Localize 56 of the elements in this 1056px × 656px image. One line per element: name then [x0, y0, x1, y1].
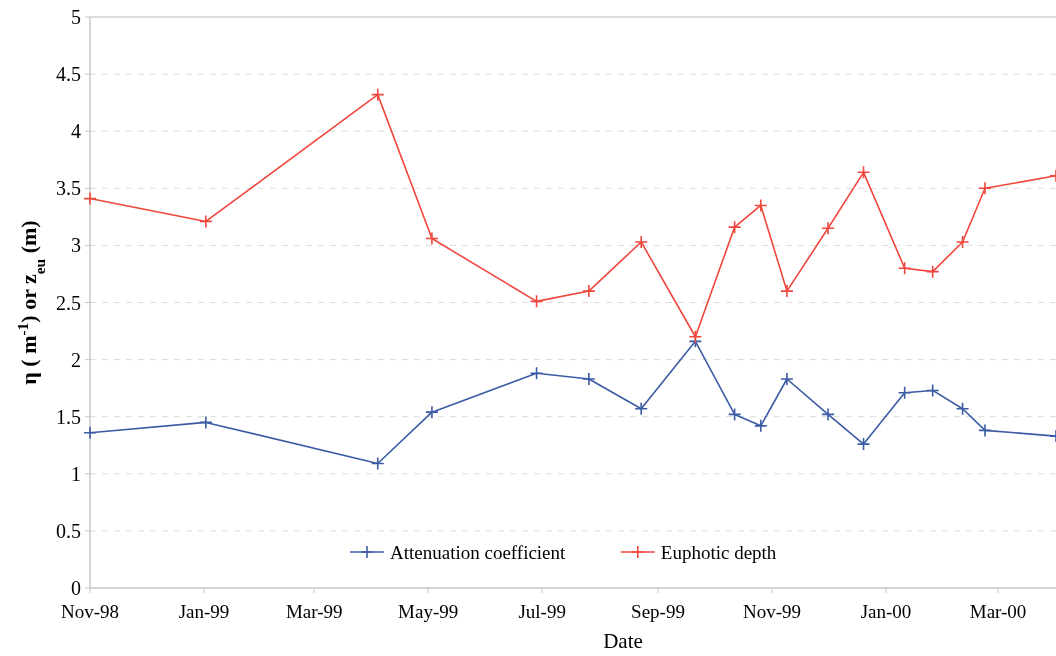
x-tick-label: Jan-00	[860, 601, 912, 622]
point	[925, 264, 940, 279]
point	[780, 284, 794, 298]
point	[199, 415, 213, 430]
point	[425, 405, 439, 419]
point	[727, 407, 742, 422]
point	[634, 235, 648, 249]
y-tick-label: 2	[71, 348, 81, 371]
point	[955, 235, 970, 249]
x-tick-label: Nov-99	[742, 601, 802, 622]
y-tick-label: 3.5	[56, 177, 81, 200]
point	[634, 401, 648, 416]
legend-label: Euphotic depth	[660, 541, 777, 563]
x-tick-label: May-99	[398, 601, 459, 622]
point	[978, 181, 992, 196]
point	[955, 401, 970, 416]
point	[199, 214, 213, 229]
y-tick-label: 4.5	[56, 63, 81, 86]
x-tick-label: Mar-00	[969, 601, 1027, 622]
point	[582, 372, 596, 386]
point	[897, 261, 912, 276]
x-tick-label: Mar-99	[285, 601, 343, 622]
y-tick-label: 4	[71, 120, 81, 143]
point	[753, 198, 768, 213]
y-tick-label: 0	[71, 577, 81, 599]
point	[370, 456, 385, 471]
point	[780, 372, 794, 386]
point	[370, 87, 385, 102]
point	[727, 220, 742, 234]
point	[529, 366, 544, 381]
point	[425, 231, 439, 246]
y-tick-label: 1	[71, 462, 81, 485]
legend-label: Attenuation coefficient	[390, 541, 567, 563]
x-tick-label: Jul-99	[518, 601, 566, 622]
point	[753, 419, 768, 433]
point	[83, 191, 97, 206]
point	[856, 437, 871, 451]
x-axis-title: Date	[603, 629, 643, 653]
point	[897, 385, 912, 400]
point	[688, 329, 703, 344]
y-tick-label: 5	[71, 6, 81, 28]
point	[529, 294, 544, 309]
x-tick-label: Sep-99	[631, 601, 685, 622]
x-tick-label: Jan-99	[178, 601, 230, 622]
point	[83, 425, 97, 440]
y-tick-label: 1.5	[56, 405, 81, 428]
point	[925, 383, 940, 398]
point	[821, 221, 835, 236]
point	[856, 165, 871, 180]
y-tick-label: 0.5	[56, 519, 81, 542]
point	[821, 407, 835, 422]
point	[978, 423, 992, 438]
x-tick-label: Nov-98	[60, 601, 120, 622]
point	[582, 284, 596, 298]
y-tick-label: 3	[71, 234, 81, 257]
y-tick-label: 2.5	[56, 291, 81, 314]
